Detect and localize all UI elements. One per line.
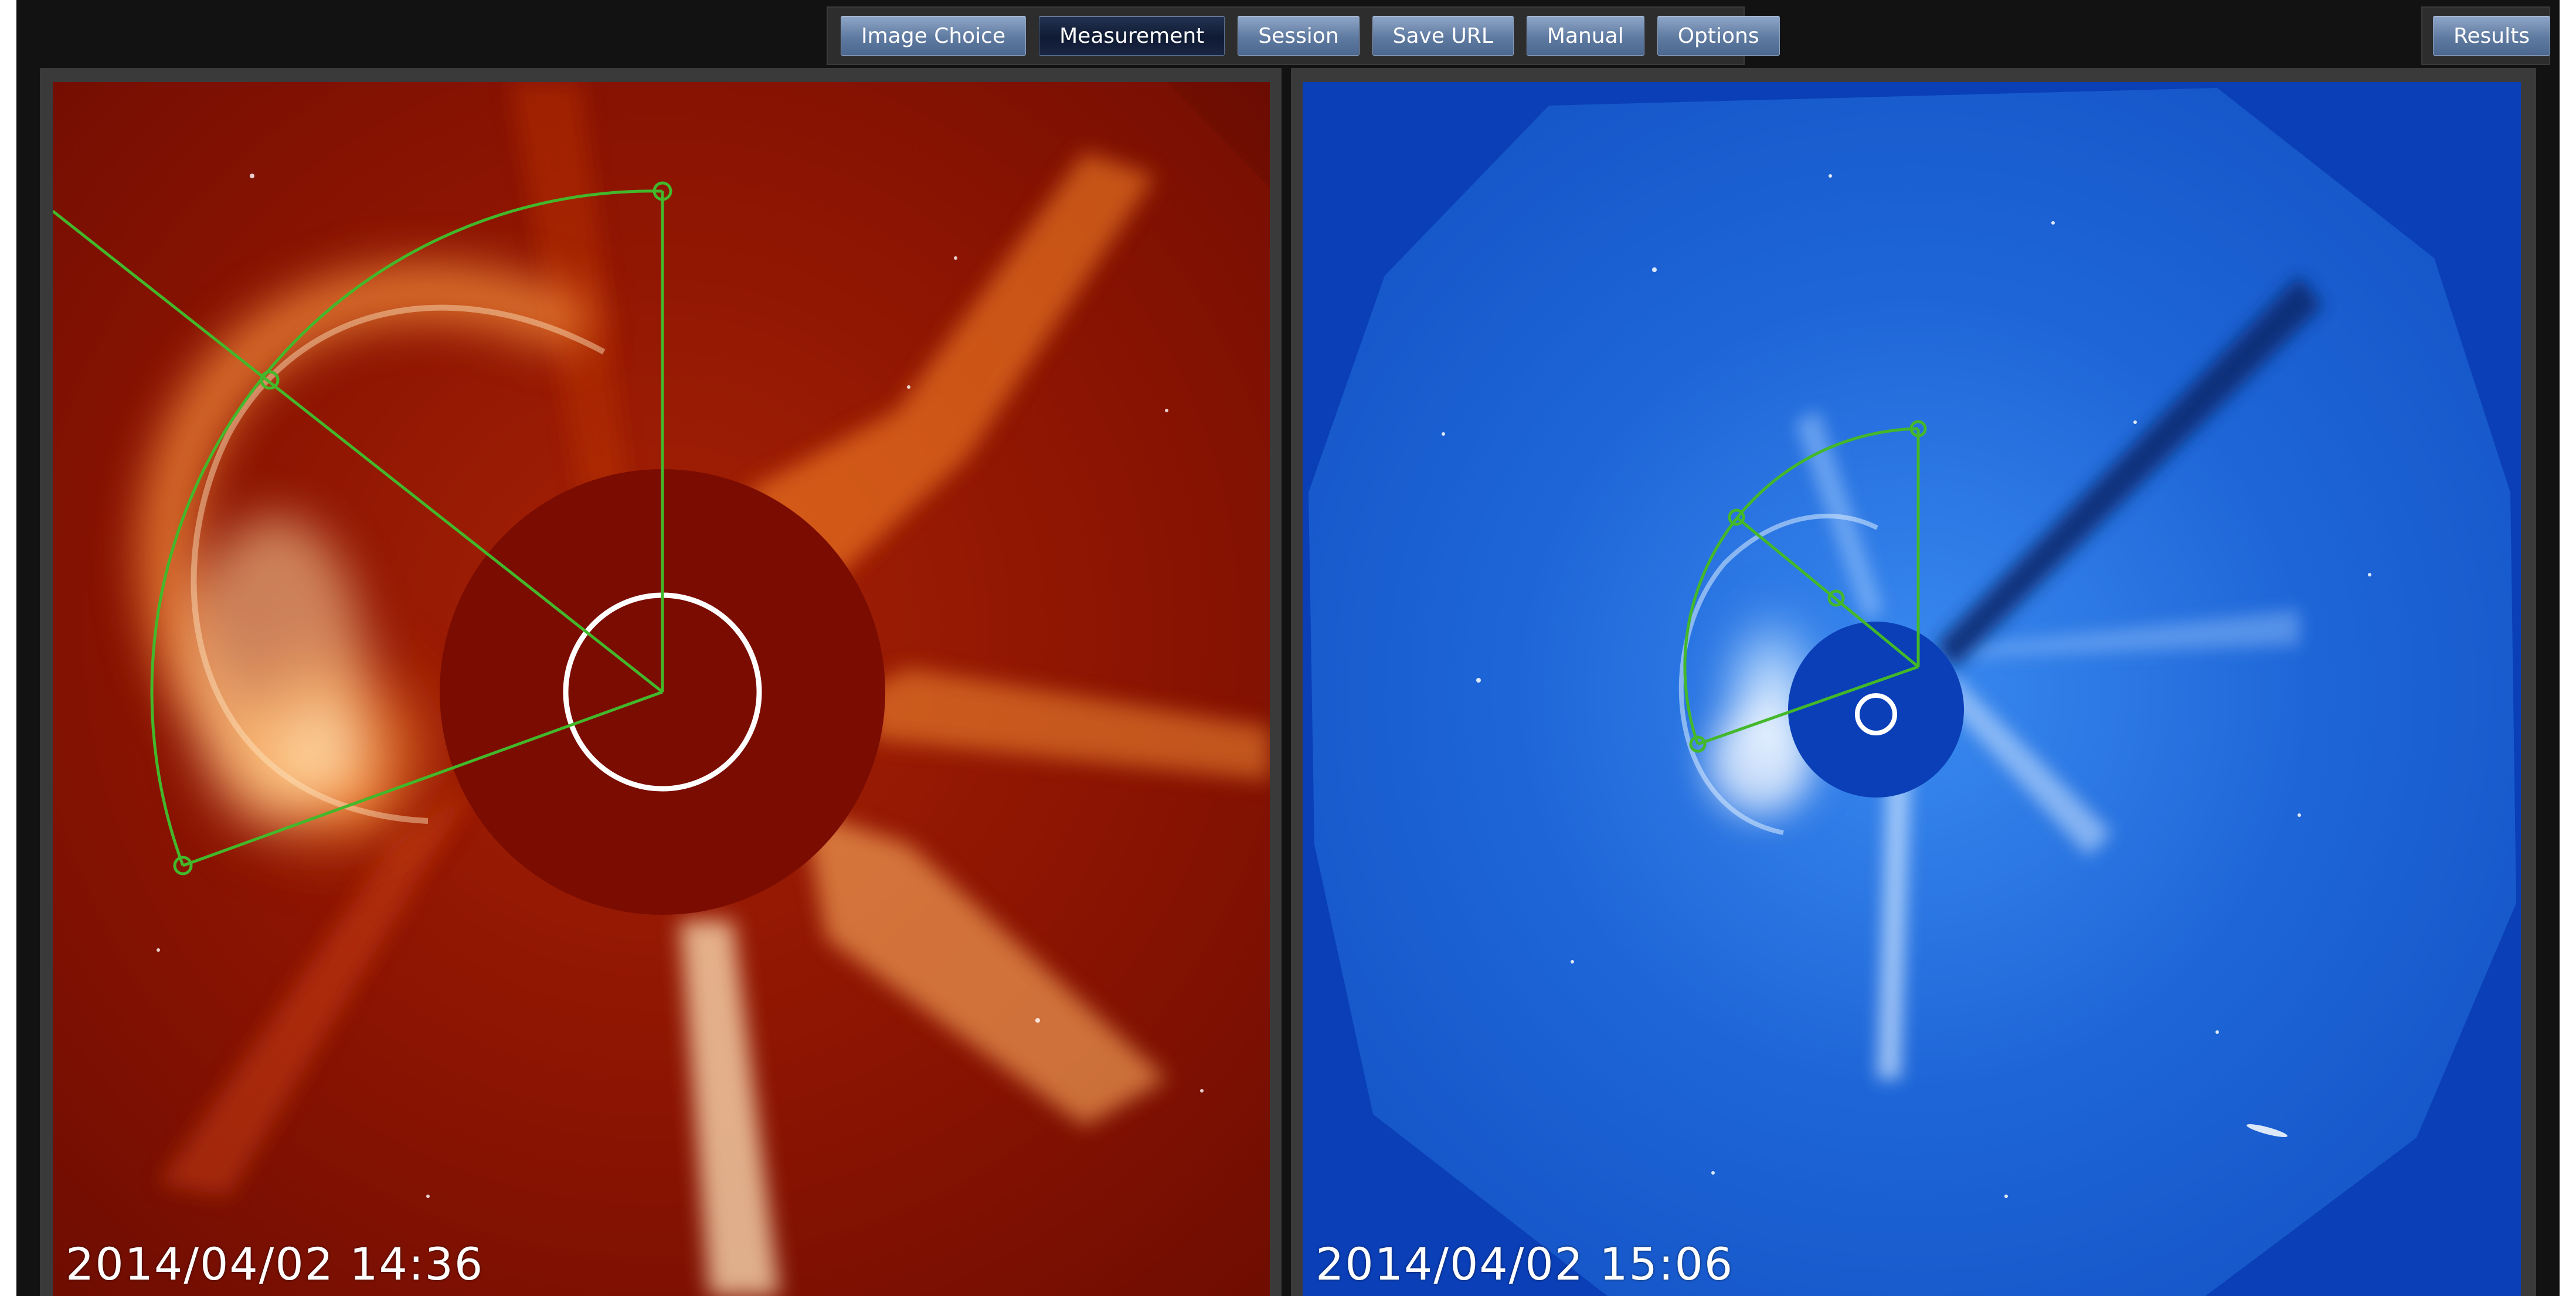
red-streamers xyxy=(158,82,1270,1296)
cone-edge-line-upper xyxy=(53,210,664,693)
blue-measurement-overlay xyxy=(1683,427,1920,746)
page-gutter-right xyxy=(2560,0,2576,1296)
left-timestamp: 2014/04/02 14:36 xyxy=(66,1238,484,1290)
measurement-overlay xyxy=(53,189,664,867)
main-toolbar: Image Choice Measurement Session Save UR… xyxy=(827,6,1780,65)
save-url-button[interactable]: Save URL xyxy=(1372,16,1514,56)
blue-arc-handle-top[interactable] xyxy=(1909,420,1927,437)
blue-occulter-disk xyxy=(1788,622,1964,798)
occulter-pylon xyxy=(1936,276,2323,669)
blue-cone-edge-upper xyxy=(1735,516,1919,668)
left-coronagraph-viewer[interactable]: 2014/04/02 14:36 xyxy=(53,82,1270,1296)
blue-line-handle[interactable] xyxy=(1827,589,1845,607)
measurement-button[interactable]: Measurement xyxy=(1039,16,1225,56)
results-button[interactable]: Results xyxy=(2433,16,2550,56)
blue-arc-handle-bottom[interactable] xyxy=(1689,735,1707,753)
page-gutter-left xyxy=(0,0,16,1296)
blue-cme-front xyxy=(1678,514,1878,835)
right-coronagraph-image xyxy=(1303,82,2521,1296)
cme-front-edge xyxy=(191,304,606,824)
options-button[interactable]: Options xyxy=(1657,16,1780,56)
image-choice-button[interactable]: Image Choice xyxy=(841,16,1027,56)
right-timestamp: 2014/04/02 15:06 xyxy=(1316,1238,1734,1290)
blue-arc-handle-middle[interactable] xyxy=(1728,508,1745,526)
comet-streak xyxy=(2247,1124,2288,1137)
blue-sun-limb-circle xyxy=(1855,693,1897,735)
left-coronagraph-image xyxy=(53,82,1270,1296)
blue-star-field xyxy=(1442,174,2371,1198)
manual-button[interactable]: Manual xyxy=(1526,16,1644,56)
results-toolbar: Results xyxy=(2421,6,2550,65)
cme-loop xyxy=(141,266,592,880)
cone-edge-line-lower xyxy=(182,690,663,867)
session-button[interactable]: Session xyxy=(1238,16,1360,56)
star-field xyxy=(157,174,1204,1198)
blue-measurement-arc xyxy=(1683,427,1919,745)
arc-handle-top[interactable] xyxy=(653,181,672,201)
blue-cone-edge-lower xyxy=(1697,665,1919,746)
right-coronagraph-viewer[interactable]: 2014/04/02 15:06 xyxy=(1303,82,2521,1296)
arc-handle-middle[interactable] xyxy=(260,370,280,390)
arc-handle-bottom[interactable] xyxy=(173,856,193,876)
measurement-arc xyxy=(150,189,663,866)
